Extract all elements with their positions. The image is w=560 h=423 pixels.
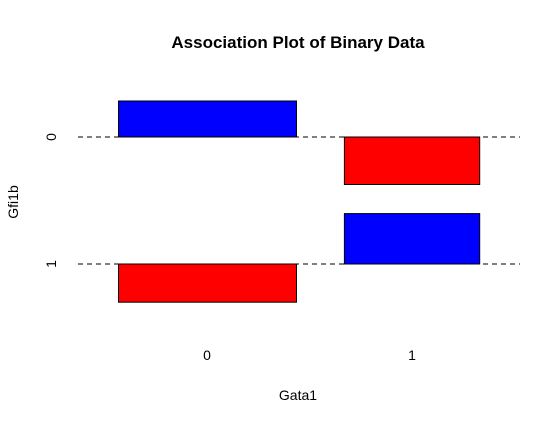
bar-gata1-1-gfi1b-0 [343,136,481,185]
y-tick-label-0: 0 [43,133,59,141]
x-axis-label: Gata1 [279,387,317,403]
bar-gata1-1-gfi1b-1 [343,213,481,265]
bar-gata1-0-gfi1b-1 [118,263,297,303]
y-tick-label-1: 1 [43,260,59,268]
bar-gata1-0-gfi1b-0 [118,100,297,138]
x-tick-label-0: 0 [203,347,211,363]
bars-group [118,100,481,303]
chart-title: Association Plot of Binary Data [171,33,425,52]
y-axis-label: Gfi1b [5,185,21,219]
x-tick-label-1: 1 [408,347,416,363]
